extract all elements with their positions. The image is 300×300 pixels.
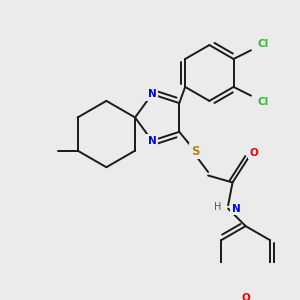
Text: N: N <box>148 89 156 99</box>
Text: N: N <box>148 136 156 146</box>
Text: O: O <box>249 148 258 158</box>
Text: N: N <box>232 204 240 214</box>
Text: Cl: Cl <box>258 98 269 107</box>
Text: S: S <box>191 145 199 158</box>
Text: H: H <box>214 202 221 212</box>
Text: Cl: Cl <box>258 38 269 49</box>
Text: O: O <box>241 293 250 300</box>
